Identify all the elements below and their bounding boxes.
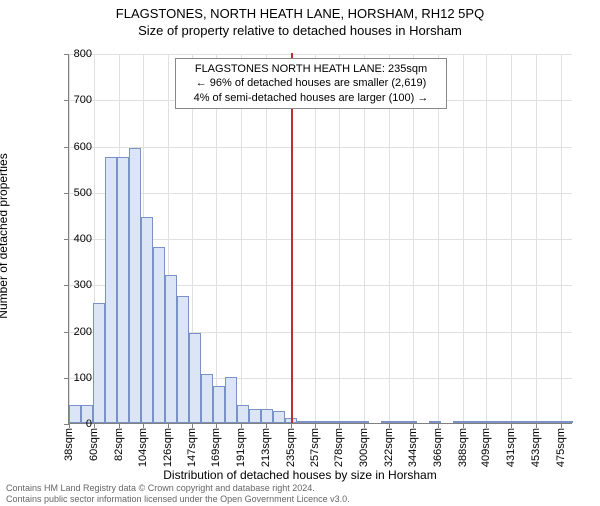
histogram-bar [297, 421, 309, 423]
histogram-bar [525, 421, 537, 423]
grid-h [69, 193, 572, 194]
chart-plot-area: 38sqm60sqm82sqm104sqm126sqm147sqm169sqm1… [68, 54, 572, 424]
histogram-bar [273, 411, 285, 423]
chart-title-sub: Size of property relative to detached ho… [0, 23, 600, 38]
y-axis-label: Number of detached properties [0, 153, 10, 318]
x-tick-label: 344sqm [407, 428, 419, 467]
y-tick-label: 600 [52, 141, 92, 153]
x-tick-label: 409sqm [480, 428, 492, 467]
histogram-bar [549, 421, 561, 423]
chart-title-main: FLAGSTONES, NORTH HEATH LANE, HORSHAM, R… [0, 6, 600, 21]
histogram-bar [225, 377, 237, 423]
marker-info-box: FLAGSTONES NORTH HEATH LANE: 235sqm← 96%… [175, 58, 447, 109]
x-axis-label: Distribution of detached houses by size … [0, 468, 600, 482]
histogram-bar [153, 247, 165, 423]
footer-attribution: Contains HM Land Registry data © Crown c… [6, 483, 350, 504]
grid-v [438, 54, 439, 423]
x-tick-label: 147sqm [186, 428, 198, 467]
histogram-bar [165, 275, 177, 423]
histogram-bar [357, 421, 369, 423]
histogram-bar [213, 386, 225, 423]
info-line: 4% of semi-detached houses are larger (1… [182, 91, 440, 105]
x-tick-label: 126sqm [162, 428, 174, 467]
histogram-bar [129, 148, 141, 423]
grid-v [241, 54, 242, 423]
x-tick-label: 322sqm [383, 428, 395, 467]
histogram-bar [141, 217, 153, 423]
histogram-bar [501, 421, 513, 423]
grid-v [486, 54, 487, 423]
histogram-bar [309, 421, 321, 423]
grid-v [389, 54, 390, 423]
y-tick-label: 700 [52, 94, 92, 106]
histogram-bar [105, 157, 117, 423]
info-line: ← 96% of detached houses are smaller (2,… [182, 76, 440, 90]
y-tick-label: 200 [52, 326, 92, 338]
histogram-bar [177, 296, 189, 423]
histogram-bar [93, 303, 105, 423]
histogram-bar [345, 421, 357, 423]
x-tick-label: 453sqm [530, 428, 542, 467]
histogram-bar [405, 421, 417, 423]
x-tick-label: 257sqm [309, 428, 321, 467]
histogram-bar [477, 421, 489, 423]
info-line: FLAGSTONES NORTH HEATH LANE: 235sqm [182, 62, 440, 76]
histogram-bar [237, 405, 249, 424]
x-tick-label: 191sqm [235, 428, 247, 467]
histogram-bar [117, 157, 129, 423]
grid-v [511, 54, 512, 423]
x-tick-label: 475sqm [555, 428, 567, 467]
y-tick-label: 0 [52, 418, 92, 430]
grid-v [339, 54, 340, 423]
grid-h [69, 147, 572, 148]
grid-v [364, 54, 365, 423]
grid-v [463, 54, 464, 423]
x-tick-label: 235sqm [285, 428, 297, 467]
histogram-bar [453, 421, 465, 423]
x-tick-label: 278sqm [333, 428, 345, 467]
histogram-bar [393, 421, 405, 423]
x-tick-label: 300sqm [358, 428, 370, 467]
histogram-bar [561, 421, 573, 423]
histogram-bar [465, 421, 477, 423]
grid-v [315, 54, 316, 423]
x-tick-label: 104sqm [137, 428, 149, 467]
footer-line1: Contains HM Land Registry data © Crown c… [6, 483, 350, 493]
x-tick-label: 213sqm [260, 428, 272, 467]
histogram-bar [189, 333, 201, 423]
x-tick-label: 388sqm [457, 428, 469, 467]
histogram-bar [333, 421, 345, 423]
histogram-bar [321, 421, 333, 423]
y-tick-label: 100 [52, 372, 92, 384]
footer-line2: Contains public sector information licen… [6, 494, 350, 504]
x-tick-label: 60sqm [88, 428, 100, 461]
grid-v [216, 54, 217, 423]
grid-v [413, 54, 414, 423]
grid-h [69, 54, 572, 55]
grid-v [536, 54, 537, 423]
histogram-bar [489, 421, 501, 423]
x-tick-label: 366sqm [432, 428, 444, 467]
y-tick-label: 300 [52, 279, 92, 291]
histogram-bar [249, 409, 261, 423]
histogram-bar [381, 421, 393, 423]
x-tick-label: 431sqm [505, 428, 517, 467]
grid-v [266, 54, 267, 423]
histogram-bar [537, 421, 549, 423]
y-tick-label: 800 [52, 48, 92, 60]
y-tick-label: 400 [52, 233, 92, 245]
histogram-bar [513, 421, 525, 423]
x-tick-label: 169sqm [210, 428, 222, 467]
histogram-bar [429, 421, 441, 423]
x-tick-label: 82sqm [113, 428, 125, 461]
grid-v [561, 54, 562, 423]
histogram-bar [261, 409, 273, 423]
y-tick-label: 500 [52, 187, 92, 199]
x-tick-label: 38sqm [63, 428, 75, 461]
histogram-bar [201, 374, 213, 423]
